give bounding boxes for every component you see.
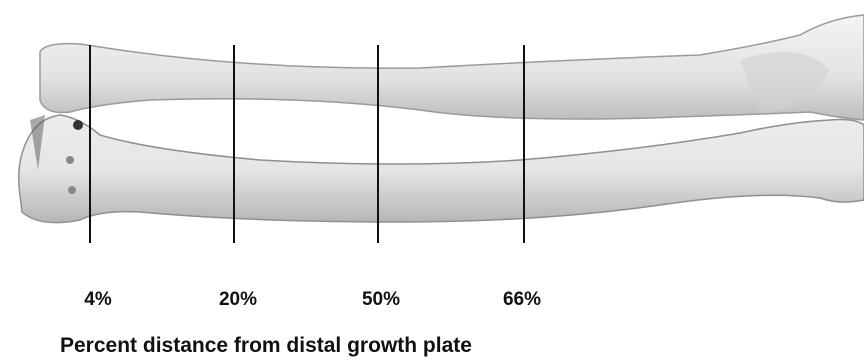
marker-label: 50%	[362, 289, 400, 310]
caption: Percent distance from distal growth plat…	[60, 334, 472, 357]
marker-label: 20%	[219, 289, 257, 310]
bone-image	[19, 15, 864, 223]
marker-label: 4%	[84, 289, 112, 310]
figure: 4% 20% 50% 66% Percent distance from dis…	[0, 0, 864, 364]
marker-label: 66%	[503, 289, 541, 310]
